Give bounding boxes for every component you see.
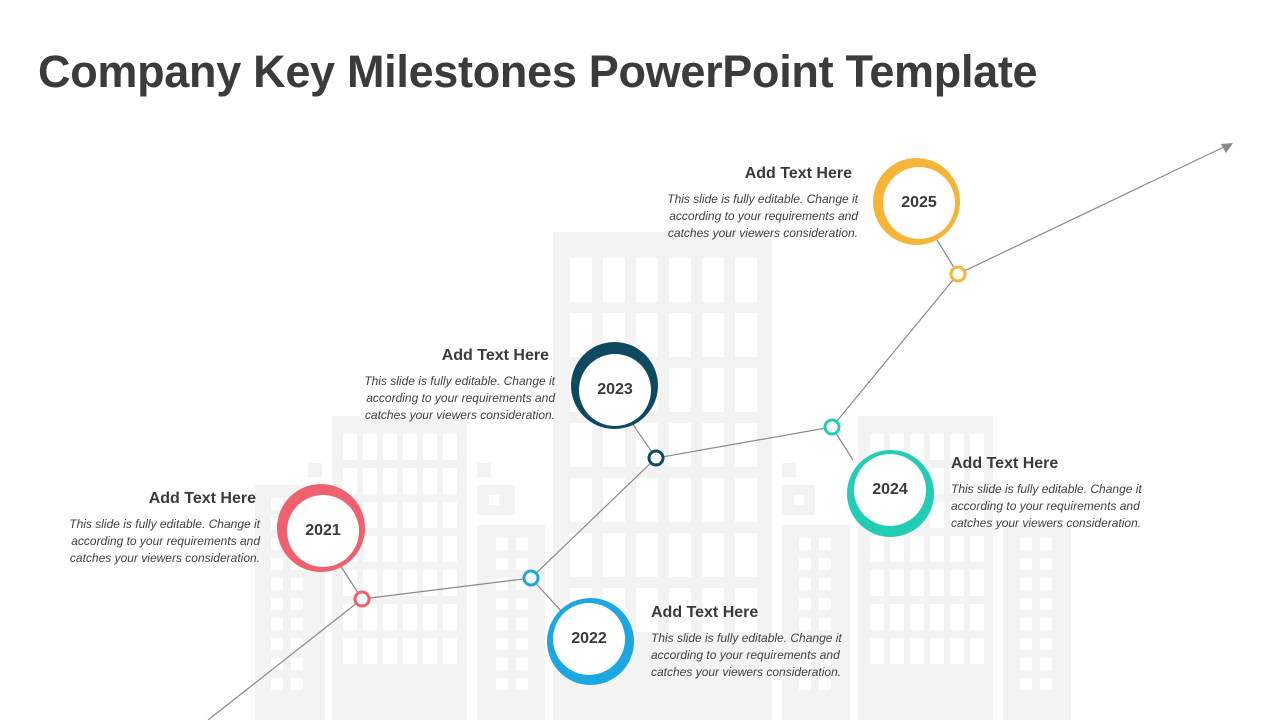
milestone-text-2024: Add Text Here This slide is fully editab… (951, 455, 1161, 532)
milestone-heading: Add Text Here (651, 604, 759, 621)
year-label: 2024 (854, 454, 926, 526)
milestone-ring-2021: 2021 (277, 484, 365, 572)
node-2022 (522, 569, 540, 587)
milestone-heading: Add Text Here (148, 490, 256, 507)
milestone-description: This slide is fully editable. Change it … (667, 192, 858, 240)
year-label: 2025 (883, 167, 955, 239)
milestone-heading: Add Text Here (441, 347, 549, 364)
node-2021 (353, 590, 371, 608)
milestone-description: This slide is fully editable. Change it … (69, 517, 260, 565)
year-label: 2023 (579, 354, 651, 426)
milestone-text-2022: Add Text Here This slide is fully editab… (651, 604, 861, 681)
milestone-description: This slide is fully editable. Change it … (951, 482, 1142, 530)
arrow-head-icon (1221, 143, 1233, 153)
node-2025 (949, 265, 967, 283)
milestone-description: This slide is fully editable. Change it … (364, 374, 555, 422)
milestone-ring-2024: 2024 (847, 450, 934, 537)
milestone-ring-2023: 2023 (571, 342, 658, 429)
slide-title: Company Key Milestones PowerPoint Templa… (38, 46, 1038, 97)
milestone-text-2025: Add Text Here This slide is fully editab… (648, 165, 858, 242)
node-2023 (647, 449, 665, 467)
milestone-heading: Add Text Here (951, 455, 1059, 472)
milestone-text-2023: Add Text Here This slide is fully editab… (345, 347, 555, 424)
year-label: 2022 (553, 603, 625, 675)
milestone-text-2021: Add Text Here This slide is fully editab… (52, 490, 262, 567)
milestone-ring-2025: 2025 (873, 158, 960, 245)
node-2024 (823, 418, 841, 436)
milestone-description: This slide is fully editable. Change it … (651, 631, 842, 679)
year-label: 2021 (287, 495, 359, 567)
milestone-heading: Add Text Here (744, 165, 852, 182)
milestone-ring-2022: 2022 (547, 598, 634, 685)
